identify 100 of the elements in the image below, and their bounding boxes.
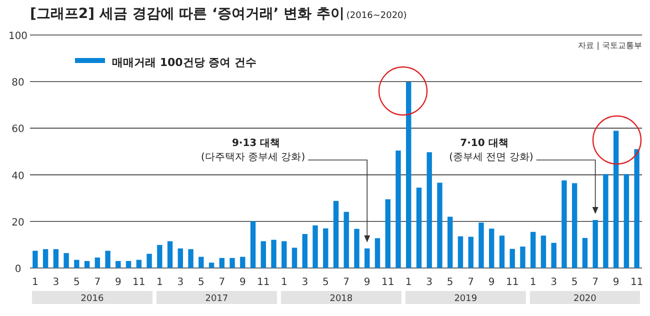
- text: 2016: [80, 294, 104, 304]
- x-tick-label: 3: [426, 277, 433, 288]
- x-tick-label: 3: [550, 277, 558, 288]
- bar: [551, 242, 556, 268]
- legend: 매매거래 100건당 증여 건수: [75, 56, 256, 69]
- bar: [385, 199, 390, 268]
- x-tick-label: 5: [322, 277, 329, 288]
- x-tick-label: 5: [198, 277, 204, 288]
- bar: [240, 256, 246, 268]
- x-tick-label: 11: [630, 277, 644, 288]
- x-tick-label: 9: [612, 277, 620, 288]
- y-tick-label: 0: [14, 264, 22, 275]
- x-tick-label: 9: [488, 277, 495, 288]
- bar: [499, 236, 505, 268]
- y-tick-label: 100: [8, 31, 28, 42]
- x-tick-label: 9: [114, 277, 122, 288]
- bar: [312, 225, 318, 268]
- bar: [230, 258, 235, 268]
- bar: [416, 188, 422, 268]
- x-tick-label: 7: [468, 277, 474, 288]
- y-tick-label: 80: [12, 78, 24, 89]
- bar: [105, 250, 110, 268]
- chart-subtitle: (2016~2020): [346, 11, 407, 21]
- bar: [468, 236, 474, 268]
- bar: [126, 261, 132, 268]
- bar: [250, 221, 256, 268]
- x-tick-label: 5: [73, 277, 80, 288]
- bar: [344, 212, 349, 268]
- x-tick-label: 1: [405, 277, 412, 288]
- bar: [374, 238, 380, 268]
- x-tick-label: 3: [177, 277, 184, 288]
- bar: [219, 258, 224, 268]
- bar: [540, 236, 546, 268]
- bar: [146, 254, 152, 268]
- bar: [94, 258, 100, 268]
- bar: [582, 238, 588, 268]
- bar: [562, 180, 567, 268]
- bar: [157, 244, 162, 268]
- text: 2020: [573, 294, 597, 304]
- bar: [406, 82, 412, 268]
- x-tick-label: 3: [302, 277, 308, 288]
- bar: [510, 248, 515, 268]
- bar: [613, 130, 619, 268]
- bar: [64, 253, 69, 268]
- bar: [603, 174, 608, 268]
- x-tick-label: 7: [592, 277, 599, 288]
- bar: [42, 249, 48, 268]
- bar: [136, 260, 142, 268]
- y-tick-label: 20: [12, 217, 24, 228]
- annotation: 9·13 대책 (다주택자 종부세 강화): [200, 138, 306, 163]
- bar: [53, 249, 59, 268]
- text: 2018: [330, 294, 353, 304]
- bar: [32, 250, 38, 268]
- x-tick-label: 11: [132, 277, 146, 288]
- legend-label: 매매거래 100건당 증여 건수: [112, 56, 256, 69]
- y-tick-label: 40: [12, 170, 24, 182]
- x-tick-label: 11: [257, 277, 270, 288]
- x-tick-label: 1: [530, 277, 536, 288]
- bar: [530, 232, 536, 268]
- bar: [448, 216, 453, 268]
- bar: [333, 200, 339, 268]
- x-tick-label: 7: [218, 277, 226, 288]
- bar: [178, 248, 183, 268]
- x-tick-label: 9: [239, 277, 246, 288]
- text: 2019: [454, 294, 478, 304]
- bar: [478, 222, 484, 268]
- x-tick-label: 11: [381, 277, 394, 288]
- x-tick-label: 7: [94, 277, 101, 288]
- bar: [458, 236, 464, 268]
- bar: [302, 234, 308, 268]
- bar: [188, 249, 194, 268]
- bar: [489, 228, 494, 268]
- bar: [116, 261, 121, 268]
- chart-title: [그래프2] 세금 경감에 따른 ‘증여거래’ 변화 추이: [30, 6, 344, 22]
- bar: [271, 240, 276, 268]
- x-tick-label: 5: [571, 277, 578, 288]
- bar: [167, 241, 173, 268]
- x-tick-label: 9: [364, 277, 370, 288]
- annotation: 7·10 대책 (종부세 전면 강화): [449, 138, 534, 163]
- bar: [208, 262, 214, 268]
- bar: [84, 261, 90, 268]
- annotation: 자료 | 국토교통부: [578, 41, 642, 50]
- text: 2017: [205, 294, 228, 304]
- y-tick-label: 60: [12, 124, 24, 136]
- x-tick-label: 3: [52, 277, 60, 288]
- x-tick-label: 5: [446, 277, 454, 288]
- bar: [364, 248, 370, 268]
- bar: [292, 248, 298, 268]
- bar: [592, 220, 598, 268]
- x-tick-label: 7: [343, 277, 350, 288]
- x-tick-label: 1: [156, 277, 163, 288]
- bar: [437, 182, 442, 268]
- bar: [572, 183, 578, 268]
- bar: [282, 241, 287, 268]
- bar: [520, 246, 526, 268]
- x-tick-label: 1: [280, 277, 288, 288]
- bar: [624, 174, 630, 268]
- bar: [354, 228, 360, 268]
- bar: [396, 150, 401, 268]
- x-tick-label: 1: [32, 277, 38, 288]
